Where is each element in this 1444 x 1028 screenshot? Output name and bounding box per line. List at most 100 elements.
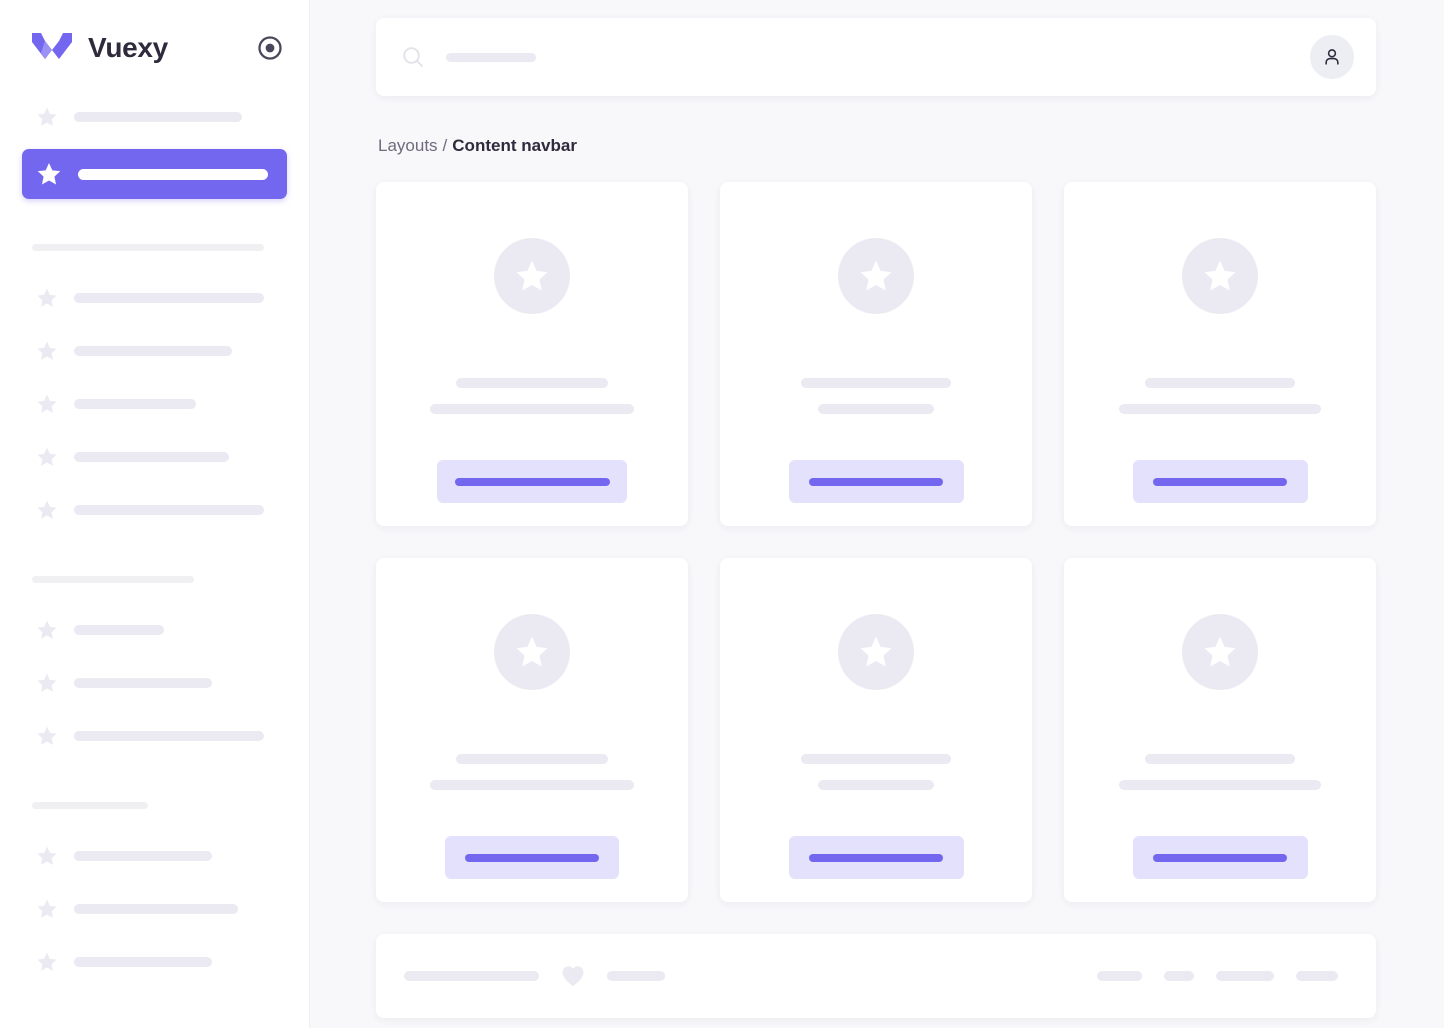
footer-link-bar[interactable] bbox=[607, 971, 665, 981]
star-icon bbox=[36, 845, 58, 867]
sidebar-item-label-bar bbox=[74, 399, 196, 409]
content-navbar bbox=[376, 18, 1376, 96]
sidebar-item[interactable] bbox=[22, 383, 287, 425]
card-action-button[interactable] bbox=[788, 836, 964, 879]
star-icon bbox=[36, 619, 58, 641]
card-title-bar bbox=[801, 754, 951, 764]
star-icon bbox=[36, 287, 58, 309]
sidebar-item-label-bar bbox=[74, 851, 212, 861]
avatar[interactable] bbox=[1310, 35, 1354, 79]
card-action-button-label-bar bbox=[809, 853, 943, 862]
sidebar-item[interactable] bbox=[22, 489, 287, 531]
sidebar-item[interactable] bbox=[22, 715, 287, 757]
card-action-button-label-bar bbox=[454, 477, 610, 486]
nav-group-spacer bbox=[22, 542, 287, 576]
card-subtitle-bar bbox=[818, 780, 934, 790]
star-icon bbox=[36, 161, 62, 187]
card-action-button[interactable] bbox=[1132, 460, 1308, 503]
card-action-button[interactable] bbox=[788, 460, 964, 503]
sidebar-item[interactable] bbox=[22, 609, 287, 651]
footer-link-bar[interactable] bbox=[1097, 971, 1142, 981]
nav-section-header-bar bbox=[32, 244, 264, 251]
nav-group-spacer bbox=[22, 768, 287, 802]
footer-bar bbox=[376, 934, 1376, 1018]
sidebar: Vuexy bbox=[0, 0, 310, 1028]
sidebar-item[interactable] bbox=[22, 835, 287, 877]
footer-left-group bbox=[404, 965, 665, 987]
card-title-bar bbox=[456, 378, 608, 388]
sidebar-item-label-bar bbox=[74, 112, 242, 122]
card-avatar bbox=[838, 614, 914, 690]
footer-link-bar[interactable] bbox=[1216, 971, 1274, 981]
footer-link-bar[interactable] bbox=[1296, 971, 1338, 981]
sidebar-item-label-bar bbox=[74, 904, 238, 914]
star-icon bbox=[858, 634, 894, 670]
star-icon bbox=[1202, 258, 1238, 294]
star-icon bbox=[36, 106, 58, 128]
card-action-button[interactable] bbox=[437, 460, 627, 503]
search-icon bbox=[402, 46, 424, 68]
sidebar-item-label-bar bbox=[74, 293, 264, 303]
card-avatar bbox=[1182, 238, 1258, 314]
sidebar-brand[interactable]: Vuexy bbox=[0, 0, 309, 96]
page-title: Content navbar bbox=[452, 136, 577, 155]
user-icon bbox=[1321, 46, 1343, 68]
sidebar-item[interactable] bbox=[22, 330, 287, 372]
star-icon bbox=[514, 258, 550, 294]
nav-section-header-bar bbox=[32, 576, 194, 583]
sidebar-item[interactable] bbox=[22, 96, 287, 138]
card-action-button-label-bar bbox=[465, 853, 599, 862]
sidebar-item-label-bar bbox=[74, 731, 264, 741]
sidebar-item[interactable] bbox=[22, 277, 287, 319]
card-subtitle-bar bbox=[1119, 780, 1321, 790]
content-card bbox=[1064, 182, 1376, 526]
sidebar-item[interactable] bbox=[22, 436, 287, 478]
star-icon bbox=[1202, 634, 1238, 670]
sidebar-item-label-bar bbox=[78, 168, 268, 180]
main-content: Layouts / Content navbar bbox=[310, 0, 1444, 1028]
star-icon bbox=[36, 725, 58, 747]
sidebar-item-label-bar bbox=[74, 452, 229, 462]
card-title-bar bbox=[1145, 378, 1295, 388]
content-card bbox=[720, 182, 1032, 526]
content-card bbox=[720, 558, 1032, 902]
star-icon bbox=[36, 393, 58, 415]
sidebar-item[interactable] bbox=[22, 662, 287, 704]
card-title-bar bbox=[1145, 754, 1295, 764]
breadcrumb: Layouts / Content navbar bbox=[378, 136, 1376, 156]
star-icon bbox=[36, 499, 58, 521]
sidebar-item-label-bar bbox=[74, 505, 264, 515]
card-action-button[interactable] bbox=[445, 836, 619, 879]
star-icon bbox=[36, 898, 58, 920]
card-grid bbox=[376, 182, 1376, 902]
brand-name: Vuexy bbox=[88, 32, 168, 63]
card-action-button-label-bar bbox=[1153, 853, 1287, 862]
card-action-button[interactable] bbox=[1132, 836, 1308, 879]
card-title-bar bbox=[801, 378, 951, 388]
star-icon bbox=[514, 634, 550, 670]
sidebar-item-label-bar bbox=[74, 678, 212, 688]
card-avatar bbox=[838, 238, 914, 314]
nav-section-header-bar bbox=[32, 802, 148, 809]
sidebar-item-label-bar bbox=[74, 625, 164, 635]
sidebar-nav bbox=[0, 96, 309, 983]
sidebar-item[interactable] bbox=[22, 888, 287, 930]
card-action-button-label-bar bbox=[1153, 477, 1287, 486]
card-avatar bbox=[1182, 614, 1258, 690]
content-card bbox=[376, 182, 688, 526]
sidebar-item-active[interactable] bbox=[22, 149, 287, 199]
radio-circle-dot-icon[interactable] bbox=[257, 35, 283, 61]
sidebar-item-label-bar bbox=[74, 957, 212, 967]
sidebar-item[interactable] bbox=[22, 941, 287, 983]
star-icon bbox=[858, 258, 894, 294]
card-subtitle-bar bbox=[818, 404, 934, 414]
search-input[interactable] bbox=[402, 46, 1310, 68]
breadcrumb-root[interactable]: Layouts bbox=[378, 136, 438, 155]
star-icon bbox=[36, 446, 58, 468]
nav-group-spacer bbox=[22, 210, 287, 244]
search-placeholder-bar bbox=[446, 52, 536, 62]
sidebar-item-label-bar bbox=[74, 346, 232, 356]
footer-link-bar[interactable] bbox=[1164, 971, 1194, 981]
star-icon bbox=[36, 340, 58, 362]
